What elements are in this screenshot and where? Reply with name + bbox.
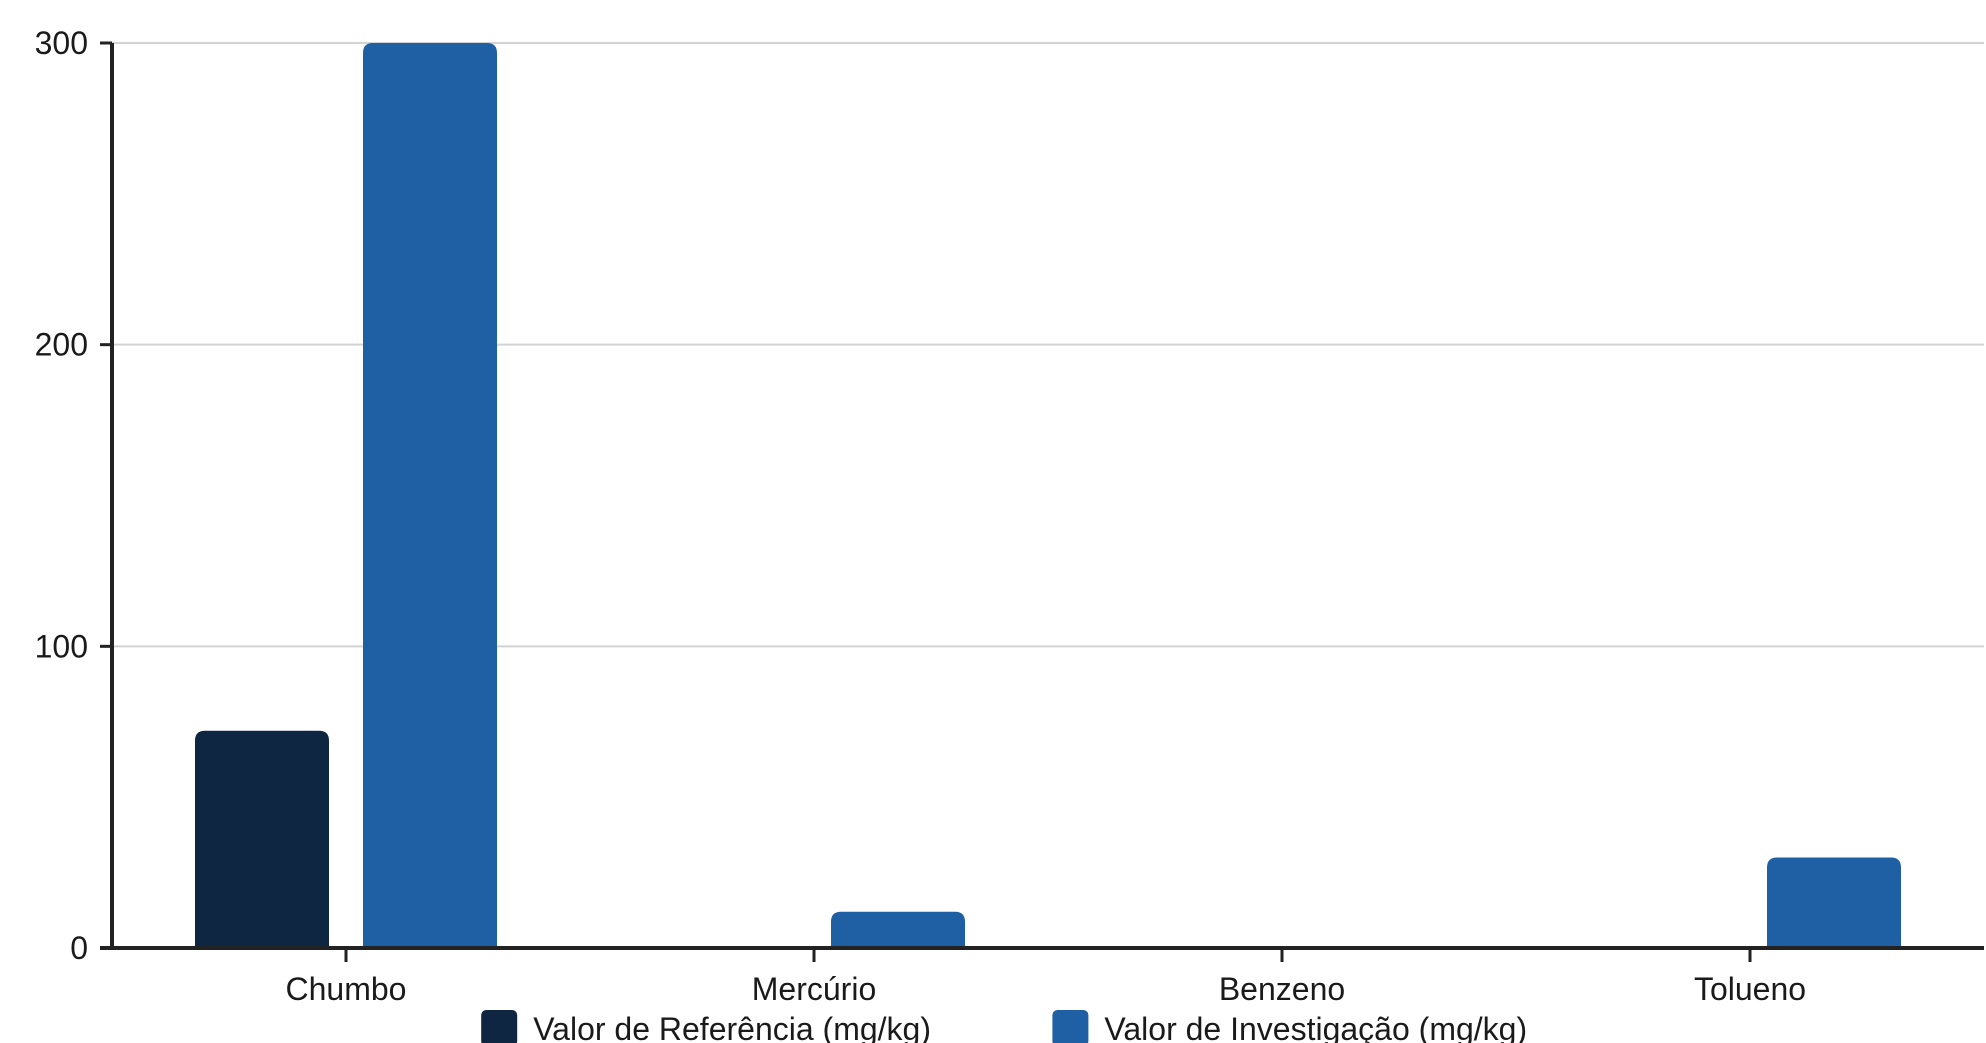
y-tick-label: 200: [35, 327, 88, 363]
bar: [831, 911, 965, 948]
y-tick-label: 100: [35, 628, 88, 664]
legend-label: Valor de Investigação (mg/kg): [1104, 1011, 1527, 1043]
x-tick-label: Tolueno: [1694, 971, 1806, 1007]
axes: 0 100 200 300 Chumbo Mercúrio Benzeno Tolueno: [35, 25, 1984, 1007]
x-tick-label: Benzeno: [1219, 971, 1345, 1007]
legend-swatch: [481, 1010, 518, 1043]
x-tick-label: Mercúrio: [752, 971, 876, 1007]
legend: Valor de Referência (mg/kg) Valor de Inve…: [481, 1010, 1527, 1043]
bar: [363, 43, 497, 948]
legend-swatch: [1052, 1010, 1089, 1043]
legend-label: Valor de Referência (mg/kg): [533, 1011, 931, 1043]
bars: [195, 43, 1901, 948]
bar: [195, 730, 329, 948]
x-tick-label: Chumbo: [286, 971, 407, 1007]
y-tick-label: 300: [35, 25, 88, 61]
y-tick-label: 0: [70, 930, 88, 966]
bar: [1767, 857, 1901, 948]
